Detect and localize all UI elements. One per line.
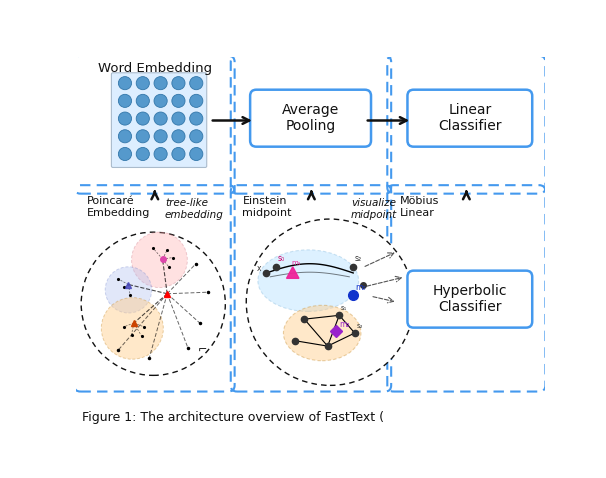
Text: s₂: s₂ xyxy=(356,323,363,329)
FancyBboxPatch shape xyxy=(407,271,532,327)
Text: m₂: m₂ xyxy=(339,320,350,329)
Text: s₂: s₂ xyxy=(355,254,362,263)
FancyBboxPatch shape xyxy=(407,90,532,147)
Ellipse shape xyxy=(258,250,359,312)
Text: tree-like
embedding: tree-like embedding xyxy=(165,198,224,220)
Circle shape xyxy=(136,94,149,108)
Circle shape xyxy=(105,267,152,313)
Circle shape xyxy=(172,130,185,143)
Ellipse shape xyxy=(284,305,361,361)
Text: Linear
Classifier: Linear Classifier xyxy=(438,103,502,133)
Circle shape xyxy=(154,147,167,161)
Text: s₀: s₀ xyxy=(278,254,284,263)
Circle shape xyxy=(154,76,167,90)
Circle shape xyxy=(136,130,149,143)
Text: s₁: s₁ xyxy=(341,305,347,311)
Circle shape xyxy=(118,147,132,161)
Circle shape xyxy=(190,112,203,125)
Circle shape xyxy=(118,76,132,90)
Circle shape xyxy=(81,232,225,375)
Polygon shape xyxy=(287,267,299,278)
Text: Figure 1: The architecture overview of FastText (: Figure 1: The architecture overview of F… xyxy=(82,411,384,424)
Text: ⌐: ⌐ xyxy=(198,346,208,356)
FancyBboxPatch shape xyxy=(250,90,371,147)
Circle shape xyxy=(118,94,132,108)
Circle shape xyxy=(118,112,132,125)
Circle shape xyxy=(190,130,203,143)
Text: Poincaré
Embedding: Poincaré Embedding xyxy=(87,196,150,217)
Circle shape xyxy=(172,112,185,125)
Circle shape xyxy=(154,94,167,108)
Circle shape xyxy=(154,112,167,125)
Circle shape xyxy=(136,147,149,161)
Circle shape xyxy=(172,76,185,90)
Circle shape xyxy=(101,298,164,359)
Text: visualize
midpoint: visualize midpoint xyxy=(351,198,397,220)
FancyBboxPatch shape xyxy=(112,73,207,167)
Circle shape xyxy=(172,147,185,161)
Text: Hyperbolic
Classifier: Hyperbolic Classifier xyxy=(433,284,507,314)
Circle shape xyxy=(190,94,203,108)
Text: Einstein
midpoint: Einstein midpoint xyxy=(242,196,292,217)
Circle shape xyxy=(136,76,149,90)
Text: m₁: m₁ xyxy=(291,260,301,266)
Circle shape xyxy=(246,219,414,385)
Text: Möbius
Linear: Möbius Linear xyxy=(400,196,439,217)
Circle shape xyxy=(132,232,187,288)
Circle shape xyxy=(136,112,149,125)
Circle shape xyxy=(154,130,167,143)
Circle shape xyxy=(190,76,203,90)
Text: x: x xyxy=(257,264,262,273)
Text: Average
Pooling: Average Pooling xyxy=(282,103,339,133)
Text: Word Embedding: Word Embedding xyxy=(98,62,212,75)
Text: m₀: m₀ xyxy=(355,283,365,292)
Circle shape xyxy=(172,94,185,108)
Circle shape xyxy=(118,130,132,143)
Circle shape xyxy=(190,147,203,161)
